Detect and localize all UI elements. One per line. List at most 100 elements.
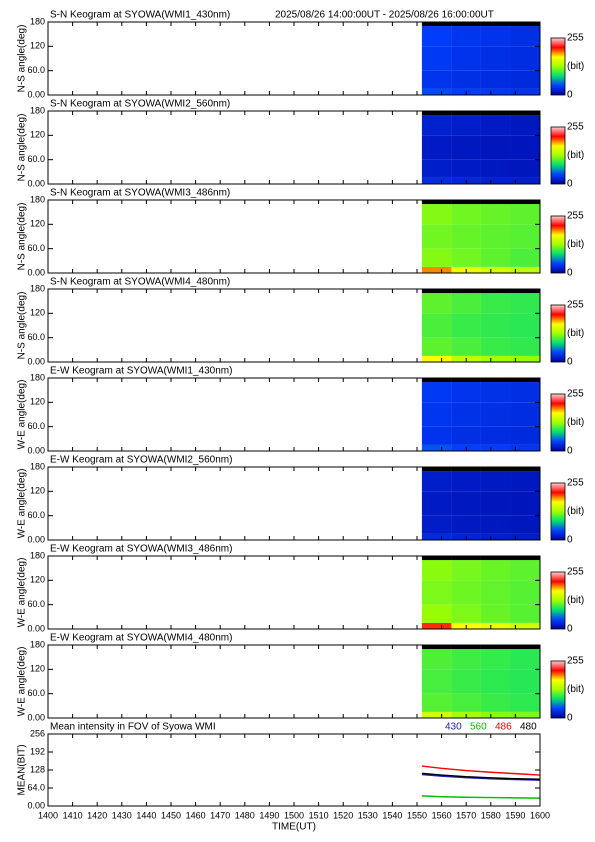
y-axis-label: W-E angle(deg) [17,380,28,450]
x-tick-label: 1430 [112,810,132,820]
legend-entry: 430 [445,722,462,733]
heat-cell [510,604,540,623]
y-axis-label: W-E angle(deg) [17,469,28,539]
y-tick-label: 180 [30,461,45,471]
heat-cell [451,471,481,492]
colorbar-tick-label: 0 [567,90,573,101]
heat-cell [451,159,481,178]
colorbar [550,215,566,274]
panel-title: S-N Keogram at SYOWA(WMI1_430nm) [50,10,230,21]
heat-cell [421,604,452,623]
heat-cell [480,378,511,383]
heat-cell [510,70,540,89]
heat-cell [480,88,511,95]
panel-title: E-W Keogram at SYOWA(WMI3_486nm) [50,544,232,555]
colorbar [550,660,566,719]
x-tick-label: 1460 [186,810,206,820]
heat-cell [480,491,511,516]
heat-cell [480,604,511,623]
colorbar [550,37,566,96]
colorbar-label: (bit) [567,150,584,161]
heat-cell [421,556,452,561]
heat-cell [510,159,540,178]
heat-cell [480,248,511,267]
heat-cell [510,177,540,184]
x-tick-label: 1600 [530,810,550,820]
heat-cell [510,378,540,383]
y-tick-label: 0.00 [27,445,45,455]
y-tick-label: 0.00 [27,712,45,722]
panel-title: S-N Keogram at SYOWA(WMI4_480nm) [50,277,230,288]
heat-cell [421,382,452,403]
y-tick-label: 120 [30,308,45,318]
series-line [421,772,541,781]
colorbar-label: (bit) [567,506,584,517]
heat-cell [480,115,511,136]
y-tick-label: 120 [30,397,45,407]
heat-cell [510,293,540,314]
heat-cell [480,580,511,605]
heat-cell [480,355,511,362]
heat-cell [421,622,452,629]
heat-cell [421,444,452,451]
heat-cell [421,580,452,605]
heat-cell [510,515,540,534]
heat-cell [451,26,481,47]
colorbar-tick-label: 0 [567,268,573,279]
y-tick-label: 0.00 [27,267,45,277]
y-axis-label: MEAN(BIT) [17,744,28,795]
heat-cell [510,355,540,362]
colorbar-tick-label: 255 [567,567,584,578]
x-tick-label: 1540 [382,810,402,820]
heat-cell [510,266,540,273]
heat-cell [480,402,511,427]
series-line [421,795,541,799]
heat-cell [451,293,481,314]
heat-cell [480,266,511,273]
heat-cell [480,560,511,581]
heat-cell [510,402,540,427]
heat-cell [421,266,452,273]
heat-cell [510,426,540,445]
colorbar [550,304,566,363]
x-axis-label: TIME(UT) [272,822,316,833]
panel-title: S-N Keogram at SYOWA(WMI2_560nm) [50,99,230,110]
heat-cell [451,515,481,534]
y-tick-label: 192 [30,746,45,756]
heat-cell [480,645,511,650]
heat-cell [421,711,452,718]
heat-cell [451,70,481,89]
heat-cell [480,293,511,314]
heat-cell [451,491,481,516]
heat-cell [510,491,540,516]
heat-cell [421,135,452,160]
heat-cell [421,645,452,650]
heat-cell [510,467,540,472]
heat-cell [480,135,511,160]
colorbar-tick-label: 255 [567,656,584,667]
heat-cell [421,159,452,178]
heat-cell [480,26,511,47]
heat-cell [510,560,540,581]
colorbar-tick-label: 0 [567,535,573,546]
colorbar-label: (bit) [567,595,584,606]
heat-cell [480,70,511,89]
y-tick-label: 0.00 [27,89,45,99]
y-tick-label: 60.0 [27,332,45,342]
heat-cell [510,46,540,71]
x-tick-label: 1420 [87,810,107,820]
y-tick-label: 120 [30,575,45,585]
heat-cell [480,711,511,718]
y-tick-label: 180 [30,639,45,649]
heat-cell [510,669,540,694]
y-tick-label: 0.00 [27,534,45,544]
y-tick-label: 60.0 [27,510,45,520]
y-tick-label: 60.0 [27,65,45,75]
heat-cell [421,70,452,89]
heat-cell [510,135,540,160]
heat-cell [451,115,481,136]
heat-cell [480,22,511,27]
heat-cell [421,355,452,362]
panel-title: E-W Keogram at SYOWA(WMI1_430nm) [50,366,232,377]
